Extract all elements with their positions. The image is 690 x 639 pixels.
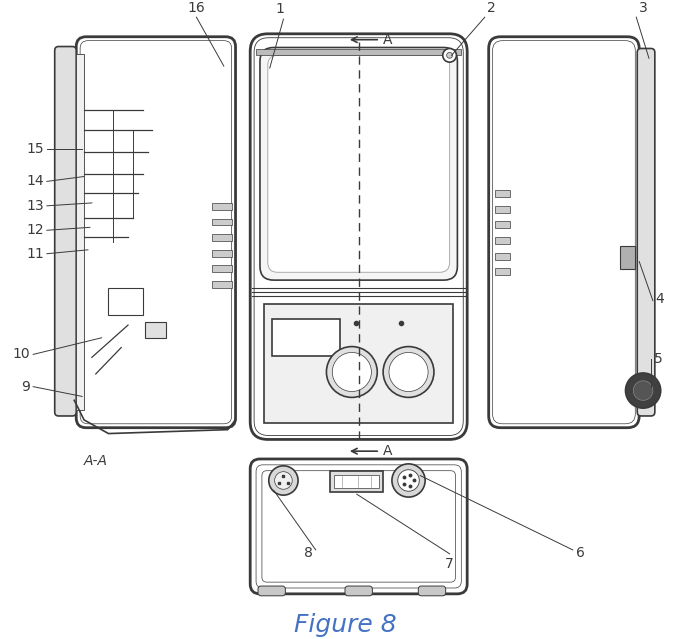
Bar xyxy=(495,222,510,228)
Circle shape xyxy=(389,353,428,392)
Bar xyxy=(495,237,510,244)
Text: 13: 13 xyxy=(26,199,44,213)
Circle shape xyxy=(269,466,298,495)
FancyBboxPatch shape xyxy=(250,459,467,594)
Text: 2: 2 xyxy=(486,1,495,15)
Circle shape xyxy=(633,381,653,401)
Circle shape xyxy=(333,353,371,392)
Bar xyxy=(334,475,380,488)
Bar xyxy=(212,250,232,257)
Text: 5: 5 xyxy=(654,352,662,366)
Text: 4: 4 xyxy=(656,291,664,305)
Bar xyxy=(212,265,232,272)
Bar xyxy=(495,253,510,259)
FancyBboxPatch shape xyxy=(345,586,373,596)
Text: 3: 3 xyxy=(639,1,648,15)
Text: 9: 9 xyxy=(21,380,30,394)
Bar xyxy=(272,320,340,357)
Text: 15: 15 xyxy=(26,142,44,156)
FancyBboxPatch shape xyxy=(489,37,639,427)
Text: A-A: A-A xyxy=(83,454,108,468)
Bar xyxy=(212,219,232,226)
Bar xyxy=(620,246,635,270)
FancyBboxPatch shape xyxy=(418,586,446,596)
Bar xyxy=(212,281,232,288)
Bar xyxy=(331,471,383,492)
Text: 11: 11 xyxy=(26,247,44,261)
Bar xyxy=(264,304,453,423)
Text: Figure 8: Figure 8 xyxy=(294,613,396,637)
FancyBboxPatch shape xyxy=(258,586,286,596)
Circle shape xyxy=(443,49,456,62)
Bar xyxy=(145,322,166,338)
Bar xyxy=(495,190,510,197)
Circle shape xyxy=(397,470,420,491)
Bar xyxy=(76,54,84,410)
FancyBboxPatch shape xyxy=(638,49,655,416)
Circle shape xyxy=(383,346,434,397)
Bar xyxy=(212,234,232,241)
Text: 6: 6 xyxy=(575,546,584,560)
Bar xyxy=(256,49,462,56)
Text: 10: 10 xyxy=(12,348,30,362)
FancyBboxPatch shape xyxy=(55,47,76,416)
Bar xyxy=(495,268,510,275)
Bar xyxy=(108,288,143,315)
Circle shape xyxy=(326,346,377,397)
FancyBboxPatch shape xyxy=(76,37,235,427)
Circle shape xyxy=(392,464,425,497)
Bar xyxy=(212,203,232,210)
Text: A: A xyxy=(383,444,393,458)
FancyBboxPatch shape xyxy=(260,47,457,280)
Circle shape xyxy=(446,52,453,58)
Circle shape xyxy=(275,472,293,489)
Text: A: A xyxy=(383,33,393,47)
Circle shape xyxy=(626,373,661,408)
Text: 8: 8 xyxy=(304,546,313,560)
Text: 7: 7 xyxy=(445,557,454,571)
FancyBboxPatch shape xyxy=(250,34,467,440)
Text: 1: 1 xyxy=(275,2,284,16)
Bar xyxy=(495,206,510,213)
Text: 14: 14 xyxy=(26,174,44,189)
Text: 16: 16 xyxy=(188,1,206,15)
FancyBboxPatch shape xyxy=(268,56,450,272)
Text: 12: 12 xyxy=(26,223,44,237)
